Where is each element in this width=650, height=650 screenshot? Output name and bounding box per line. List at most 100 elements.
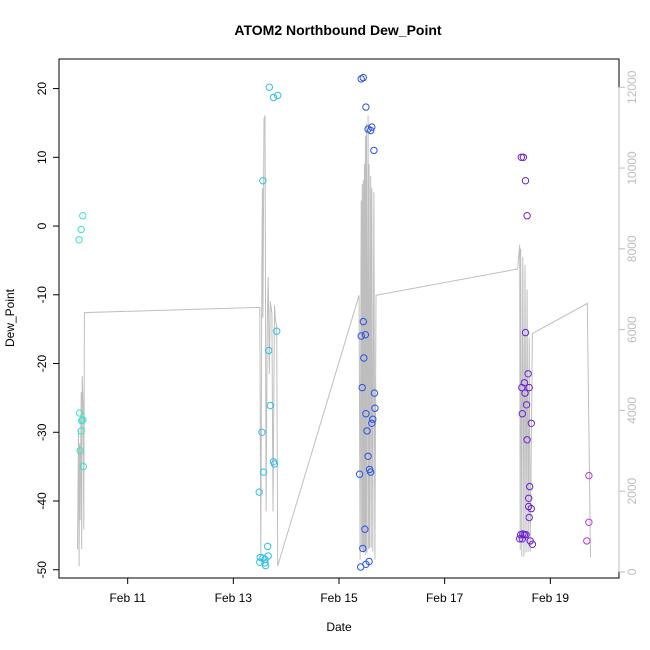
x-axis: Feb 11 Feb 13 Feb 15 Feb 17 Feb 19 — [109, 577, 570, 605]
data-point — [519, 153, 528, 162]
y2-tick-label: 8000 — [625, 235, 639, 262]
y-axis-left: -50 -40 -30 -20 -10 0 10 20 — [35, 82, 60, 578]
data-point — [518, 383, 526, 392]
y-axis-right: 0 2000 4000 6000 8000 10000 12000 — [618, 70, 639, 575]
data-point — [527, 504, 535, 513]
x-tick-label: Feb 17 — [426, 591, 464, 605]
data-point — [521, 389, 529, 397]
x-tick-label: Feb 11 — [109, 591, 146, 605]
data-point — [522, 531, 530, 539]
data-point — [75, 236, 83, 244]
y-tick-label: 20 — [35, 82, 49, 96]
y2-tick-label: 0 — [625, 568, 639, 575]
data-point — [359, 73, 367, 82]
y-tick-label: -10 — [35, 286, 49, 304]
data-point — [522, 401, 531, 409]
data-point — [525, 494, 533, 502]
data-point — [259, 468, 268, 476]
data-point — [362, 410, 370, 418]
data-point — [367, 468, 375, 476]
data-point — [367, 126, 375, 135]
data-point — [274, 91, 282, 100]
data-point — [78, 416, 86, 425]
data-point — [255, 488, 263, 496]
data-point — [79, 462, 88, 471]
data-point — [258, 428, 266, 436]
data-point — [370, 146, 378, 155]
data-point — [370, 389, 379, 397]
data-point — [265, 83, 273, 91]
data-point — [518, 535, 526, 543]
x-tick-label: Feb 13 — [215, 591, 253, 605]
data-point — [521, 328, 530, 337]
x-tick-label: Feb 15 — [320, 591, 358, 605]
data-point — [525, 513, 533, 522]
data-point — [270, 460, 279, 468]
data-point — [77, 427, 85, 435]
data-point — [527, 419, 535, 427]
data-point — [266, 401, 274, 410]
y-tick-label: 10 — [35, 150, 49, 164]
data-point — [357, 563, 365, 571]
y-axis-label: Dew_Point — [3, 288, 17, 347]
data-point — [79, 416, 87, 424]
data-point — [79, 212, 87, 220]
data-point — [364, 452, 372, 460]
data-point — [528, 540, 537, 548]
data-point — [261, 559, 269, 567]
data-point — [259, 177, 267, 185]
x-tick-label: Feb 19 — [532, 591, 570, 605]
y-tick-label: -30 — [35, 423, 49, 441]
data-point — [368, 419, 376, 427]
y2-tick-label: 4000 — [625, 397, 639, 424]
data-point — [261, 561, 270, 570]
y2-tick-label: 10000 — [625, 151, 639, 185]
data-point — [523, 436, 531, 444]
data-point — [583, 537, 591, 545]
points-layer — [75, 73, 593, 571]
data-point — [523, 212, 531, 220]
y2-tick-label: 2000 — [625, 477, 639, 504]
data-point — [75, 409, 84, 417]
line-series-layer — [77, 115, 591, 567]
data-point — [264, 542, 272, 551]
data-point — [273, 327, 281, 335]
data-point — [256, 558, 264, 566]
data-point — [355, 470, 364, 478]
data-point — [517, 153, 525, 162]
data-point — [359, 544, 367, 553]
data-point — [358, 383, 366, 392]
data-point — [269, 93, 278, 102]
data-point — [524, 370, 532, 378]
data-point — [371, 404, 379, 412]
data-point — [77, 225, 85, 234]
data-point — [359, 317, 367, 326]
y2-tick-label: 6000 — [625, 316, 639, 343]
data-point — [357, 75, 365, 83]
data-point — [518, 410, 526, 418]
data-point — [525, 383, 533, 392]
y-tick-label: 0 — [35, 222, 49, 229]
data-point — [526, 482, 534, 491]
x-axis-label: Date — [326, 620, 352, 634]
data-point — [76, 447, 84, 455]
data-point — [362, 103, 370, 111]
y-tick-label: -20 — [35, 355, 49, 373]
y2-tick-label: 12000 — [625, 70, 639, 104]
data-point — [264, 552, 272, 560]
data-point — [265, 346, 273, 355]
chart-title: ATOM2 Northbound Dew_Point — [234, 22, 441, 38]
data-point — [360, 354, 368, 362]
data-point — [368, 123, 376, 131]
plot-frame — [58, 58, 620, 579]
data-point — [357, 332, 365, 340]
data-point — [369, 415, 377, 423]
y-tick-label: -40 — [35, 492, 49, 510]
data-point — [516, 535, 524, 543]
data-point — [361, 525, 369, 533]
data-point — [363, 427, 371, 435]
data-point — [361, 331, 370, 339]
data-point — [585, 518, 593, 526]
secondary-line-series — [77, 115, 591, 567]
